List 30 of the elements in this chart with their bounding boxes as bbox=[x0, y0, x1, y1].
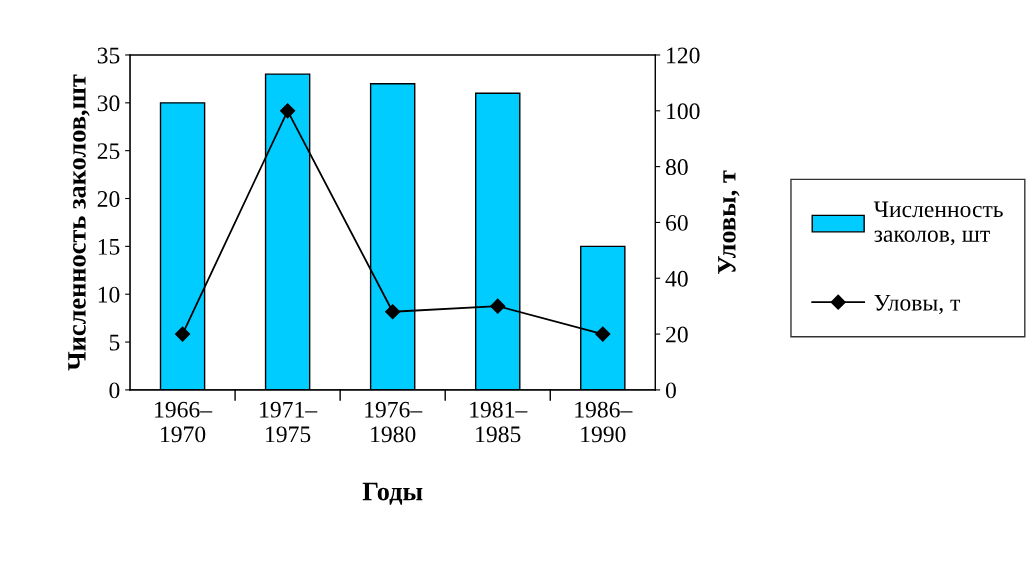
point bbox=[595, 326, 611, 342]
y2-axis-title: Уловы, т bbox=[718, 170, 740, 275]
y2-tick-label: 0 bbox=[665, 382, 676, 399]
y2-tick-label: 20 bbox=[666, 326, 688, 343]
y-tick-label: 25 bbox=[97, 143, 120, 160]
y2-tick-label: 60 bbox=[666, 214, 688, 231]
y2-tick-label: 40 bbox=[665, 270, 688, 287]
y-tick-label: 15 bbox=[98, 238, 120, 255]
y-tick-label: 10 bbox=[98, 286, 120, 303]
y-tick-label: 0 bbox=[109, 382, 120, 399]
point bbox=[174, 326, 191, 342]
y2-tick-label: 120 bbox=[667, 47, 700, 64]
x-tick-label: 1981– 1985 bbox=[470, 401, 528, 443]
x-axis-title: Годы bbox=[362, 482, 423, 505]
legend-label: Численность заколов, шт bbox=[873, 201, 1003, 246]
point bbox=[385, 304, 401, 320]
y-tick-label: 35 bbox=[97, 47, 120, 64]
legend-label: Уловы, т bbox=[874, 295, 961, 315]
x-tick-label: 1976– 1980 bbox=[365, 401, 423, 443]
y-tick-label: 20 bbox=[97, 191, 120, 207]
point bbox=[280, 103, 296, 119]
y-tick-label: 5 bbox=[109, 334, 120, 351]
y-tick-label: 30 bbox=[97, 95, 120, 112]
y2-tick-label: 80 bbox=[665, 159, 688, 176]
x-tick-label: 1966– 1970 bbox=[155, 401, 213, 443]
y2-tick-label: 100 bbox=[667, 103, 700, 120]
x-tick-label: 1986– 1990 bbox=[575, 401, 633, 443]
point bbox=[490, 298, 506, 314]
x-tick-label: 1971– 1975 bbox=[260, 401, 318, 443]
y-axis-title: Численность заколов,шт bbox=[68, 74, 90, 371]
